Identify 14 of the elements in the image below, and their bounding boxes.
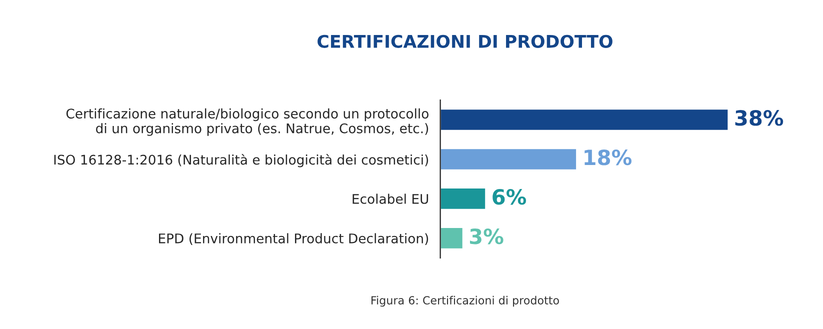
y-tick-label: Certificazione naturale/biologico secondo un protocollo di un organismo privato (es. Natrue, Cosmos, etc.) [66,108,428,136]
text: Figura 6: Certificazioni di prodotto [372,296,559,307]
data-label: 6% [492,189,526,205]
data-label: 38% [735,110,784,126]
bar [440,226,464,250]
bar [440,187,486,210]
data-label: 3% [470,228,504,244]
bar [440,108,730,132]
chart-title: CERTIFICAZIONI DI PRODOTTO [318,34,612,48]
y-tick-label: ISO 16128-1:2016 (Naturalità e biologicità dei cosmetici) [54,154,428,168]
y-tick-label: Ecolabel EU [352,194,428,204]
data-label: 18% [584,150,632,166]
bar [440,148,578,171]
y-tick-label: EPD (Environmental Product Declaration) [159,233,428,245]
